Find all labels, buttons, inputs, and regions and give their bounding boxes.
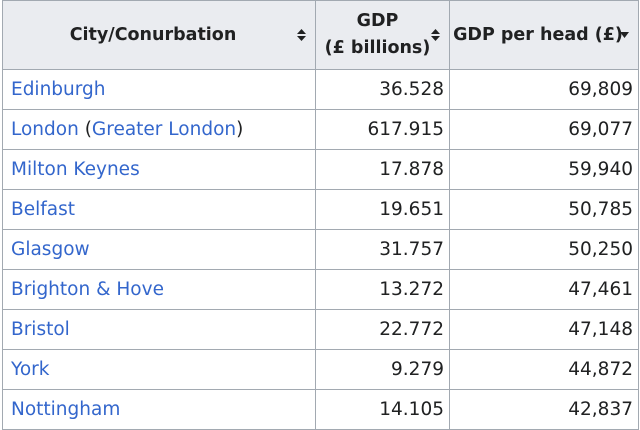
city-cell: Milton Keynes: [2, 149, 316, 190]
column-header-label: GDP per head (£): [453, 24, 623, 45]
gdp-per-head-cell: 69,077: [449, 109, 639, 150]
sort-descending-icon: [620, 32, 629, 38]
city-cell: Belfast: [2, 189, 316, 230]
gdp-per-head-cell: 42,837: [449, 389, 639, 430]
gdp-cell: 617.915: [315, 109, 450, 150]
city-cell: Glasgow: [2, 229, 316, 270]
table-row: Brighton & Hove 13.272 47,461: [2, 269, 639, 310]
column-header-city[interactable]: City/Conurbation: [2, 0, 316, 70]
city-link[interactable]: Bristol: [11, 319, 70, 340]
city-link[interactable]: York: [11, 359, 50, 380]
table-row: Milton Keynes 17.878 59,940: [2, 149, 639, 190]
city-cell: Nottingham: [2, 389, 316, 430]
city-link[interactable]: Glasgow: [11, 239, 90, 260]
gdp-cell: 9.279: [315, 349, 450, 390]
paren-close: ): [236, 119, 244, 140]
paren-open: (: [78, 119, 92, 140]
gdp-per-head-cell: 50,785: [449, 189, 639, 230]
city-cell: Edinburgh: [2, 69, 316, 110]
table-row: London (Greater London) 617.915 69,077: [2, 109, 639, 150]
city-link[interactable]: Brighton & Hove: [11, 279, 164, 300]
gdp-per-head-cell: 44,872: [449, 349, 639, 390]
city-cell: York: [2, 349, 316, 390]
city-cell: Brighton & Hove: [2, 269, 316, 310]
table-row: Nottingham 14.105 42,837: [2, 389, 639, 430]
city-cell: Bristol: [2, 309, 316, 350]
gdp-per-head-cell: 69,809: [449, 69, 639, 110]
gdp-cell: 31.757: [315, 229, 450, 270]
gdp-cell: 14.105: [315, 389, 450, 430]
gdp-cell: 19.651: [315, 189, 450, 230]
column-header-label: City/Conurbation: [69, 24, 237, 45]
header-row: City/Conurbation GDP (£ billions) GDP pe…: [2, 0, 639, 70]
gdp-per-head-cell: 47,148: [449, 309, 639, 350]
column-header-label: GDP (£ billions): [324, 11, 431, 58]
table-row: Glasgow 31.757 50,250: [2, 229, 639, 270]
gdp-cell: 36.528: [315, 69, 450, 110]
sort-both-icon: [431, 29, 440, 41]
gdp-per-head-cell: 59,940: [449, 149, 639, 190]
city-link[interactable]: Edinburgh: [11, 79, 106, 100]
gdp-cell: 22.772: [315, 309, 450, 350]
city-cell: London (Greater London): [2, 109, 316, 150]
city-link[interactable]: Milton Keynes: [11, 159, 140, 180]
gdp-per-head-cell: 50,250: [449, 229, 639, 270]
column-header-gdp-per-head[interactable]: GDP per head (£): [449, 0, 639, 70]
city-link[interactable]: Belfast: [11, 199, 75, 220]
region-link[interactable]: Greater London: [91, 119, 237, 140]
gdp-cell: 13.272: [315, 269, 450, 310]
table-row: Belfast 19.651 50,785: [2, 189, 639, 230]
city-link[interactable]: Nottingham: [11, 399, 121, 420]
table-row: Edinburgh 36.528 69,809: [2, 69, 639, 110]
table-row: Bristol 22.772 47,148: [2, 309, 639, 350]
table-row: York 9.279 44,872: [2, 349, 639, 390]
sort-both-icon: [297, 29, 306, 41]
column-header-gdp[interactable]: GDP (£ billions): [315, 0, 450, 70]
gdp-per-head-cell: 47,461: [449, 269, 639, 310]
city-link[interactable]: London: [11, 119, 79, 140]
gdp-cell: 17.878: [315, 149, 450, 190]
